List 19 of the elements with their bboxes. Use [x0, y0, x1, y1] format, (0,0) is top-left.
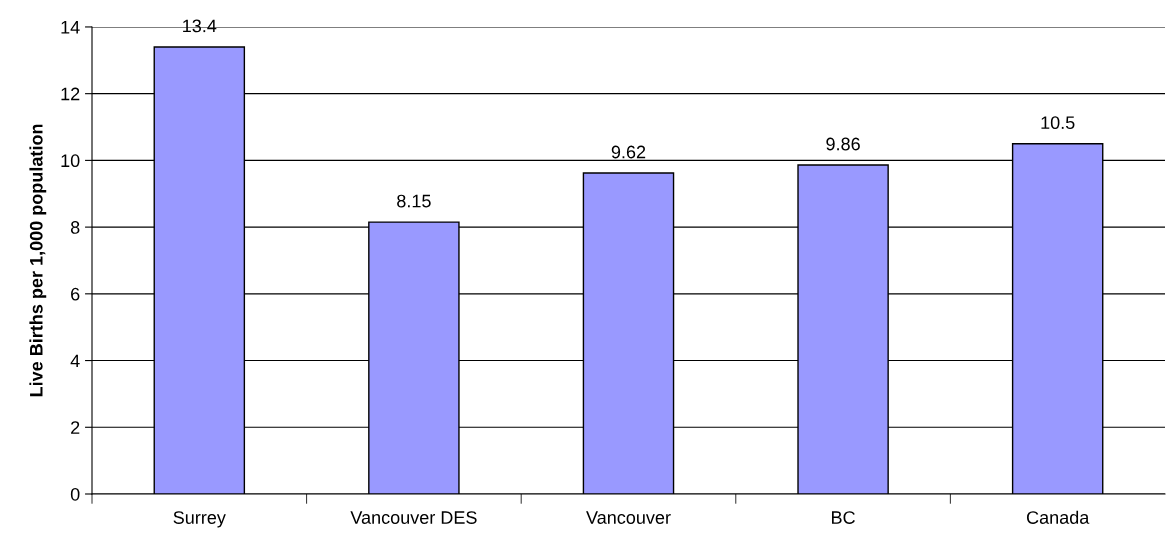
data-label: 13.4 [183, 19, 217, 33]
x-tick-label: Canada [1026, 510, 1090, 524]
x-tick-label: Vancouver [586, 511, 671, 524]
x-tick-label: Surrey [173, 511, 226, 528]
y-axis-title: Live Births per 1,000 population [29, 124, 47, 397]
y-tick-label: 14 [61, 21, 80, 34]
y-tick-label: 10 [61, 154, 80, 168]
y-tick-label: 4 [70, 354, 80, 368]
y-tick-label: 12 [61, 87, 80, 101]
data-label: 9.86 [826, 137, 860, 151]
y-tick-label: 6 [71, 287, 80, 301]
y-tick-label: 0 [70, 487, 80, 501]
x-tick-label: BC [832, 511, 855, 524]
data-label: 9.62 [611, 145, 646, 159]
x-tick-label: Vancouver DES [350, 511, 477, 524]
y-tick-label: 8 [70, 221, 80, 234]
y-tick-label: 2 [71, 421, 80, 434]
data-label: 10.5 [1041, 116, 1075, 130]
data-label: 8.15 [397, 194, 431, 208]
